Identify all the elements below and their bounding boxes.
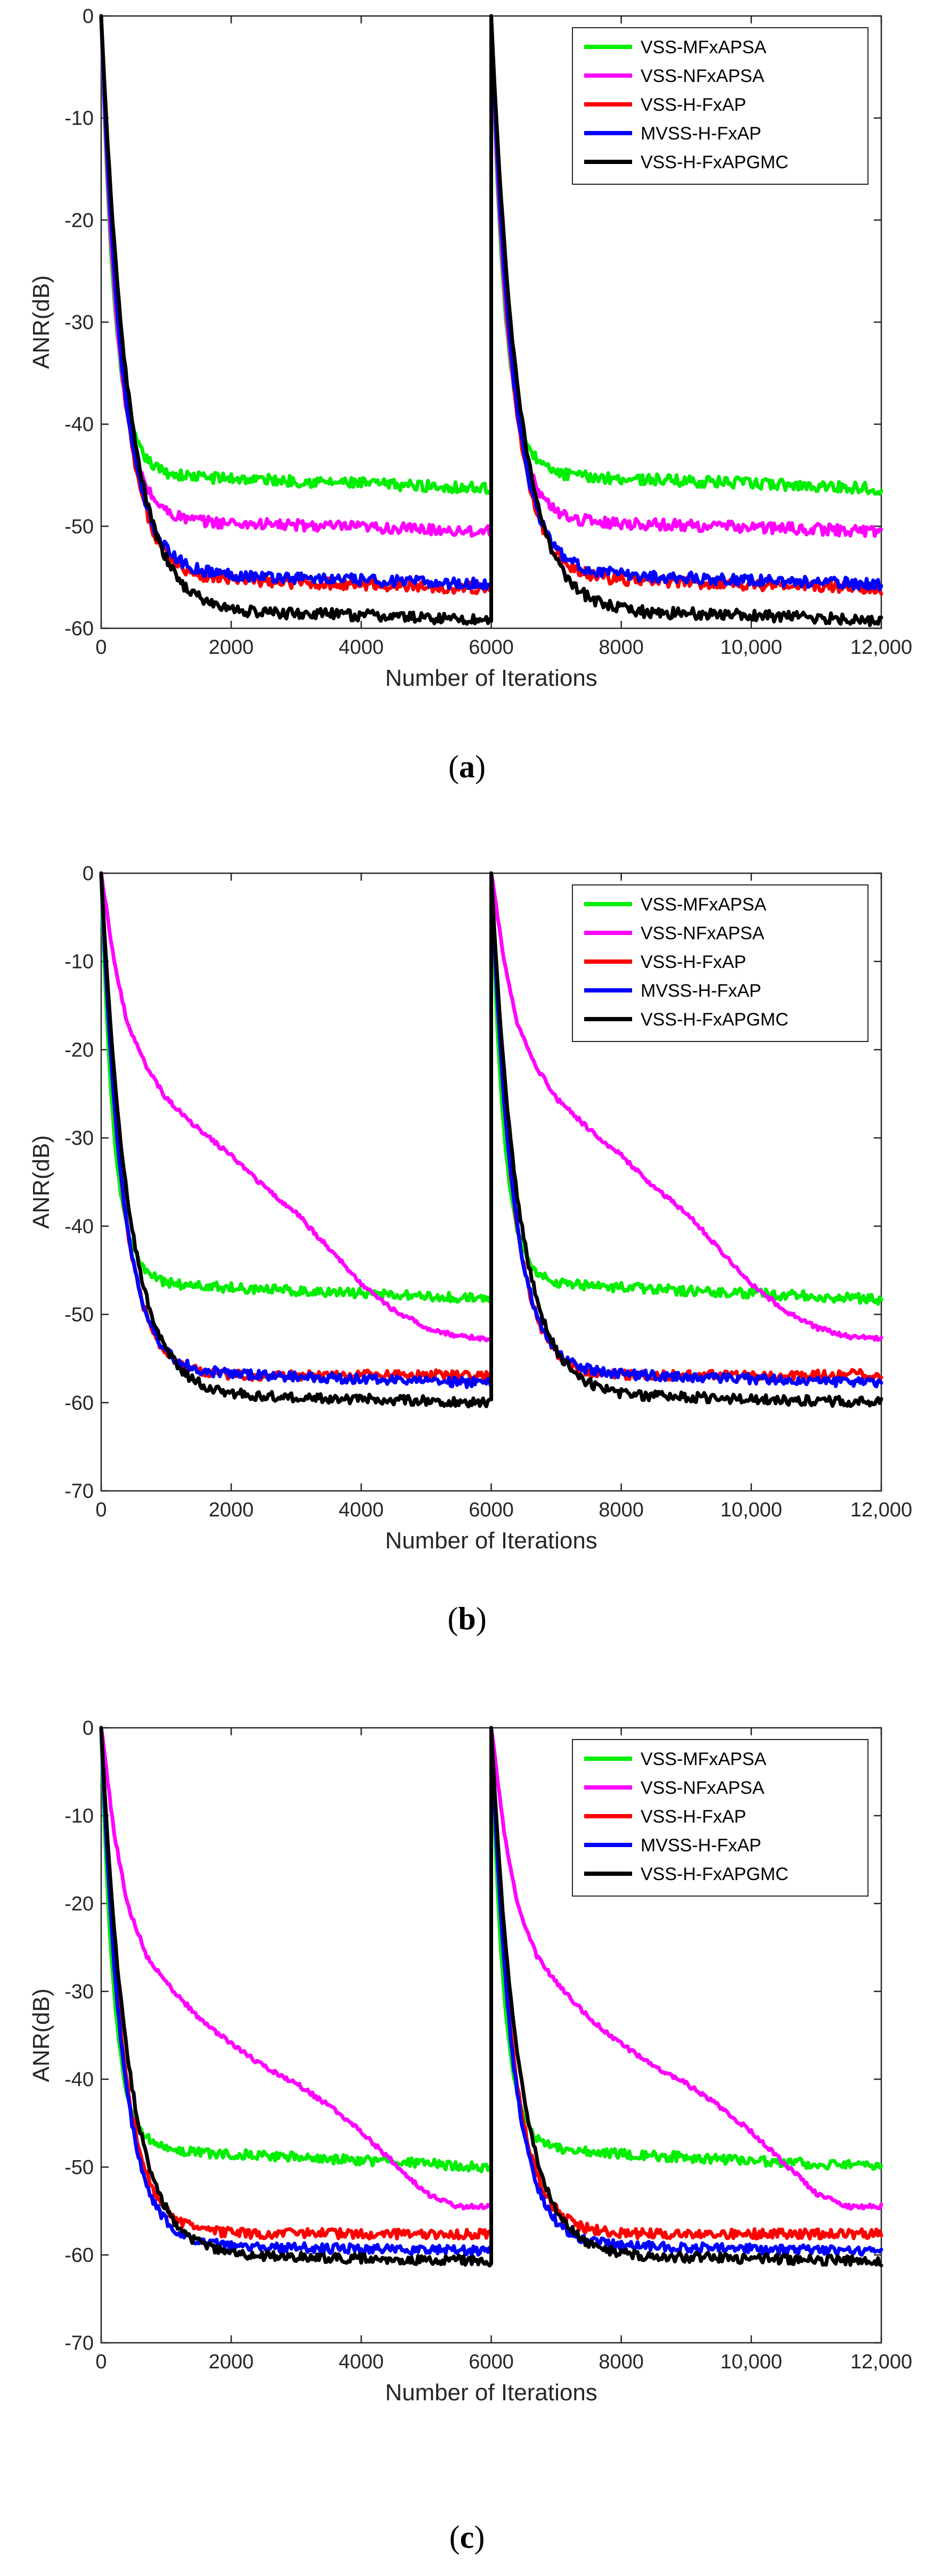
x-tick-label: 4000	[339, 636, 384, 659]
panel-caption-letter: c	[460, 2520, 474, 2555]
panel-caption: (b)	[447, 1601, 486, 1636]
x-tick-label: 12,000	[850, 2351, 912, 2373]
x-tick-label: 2000	[209, 636, 254, 659]
legend-label: MVSS-H-FxAP	[641, 981, 761, 1001]
legend-box	[572, 1739, 869, 1897]
series-line-vss-h-fxapgmc	[99, 1726, 883, 2268]
y-tick-label: -20	[64, 1893, 94, 1915]
legend-label: VSS-H-FxAPGMC	[641, 152, 789, 173]
legend: VSS-MFxAPSA VSS-NFxAPSA VSS-H-FxAP MVSS-H-F…	[572, 27, 869, 185]
y-tick-label: -70	[64, 1480, 94, 1503]
legend-label: VSS-H-FxAPGMC	[641, 1010, 789, 1030]
x-tick-label: 6000	[469, 1499, 514, 1521]
y-tick-label: -60	[64, 1392, 94, 1414]
y-tick-label: -20	[64, 1039, 94, 1061]
y-tick-label: -40	[64, 414, 94, 436]
x-tick-label: 0	[95, 1499, 106, 1521]
x-tick-label: 8000	[599, 636, 644, 659]
legend-label: VSS-MFxAPSA	[641, 37, 766, 58]
y-axis-label: ANR(dB)	[28, 1988, 54, 2082]
chart-panel-b: 0 2000 4000 6000 8000 10,000 12,000 0 -10 -20 -30 -…	[28, 863, 912, 1636]
x-tick-label: 10,000	[720, 636, 782, 659]
legend-label: MVSS-H-FxAP	[641, 1835, 761, 1856]
legend-label: VSS-MFxAPSA	[641, 895, 766, 915]
x-tick-label: 4000	[339, 1499, 384, 1521]
legend-label: VSS-H-FxAP	[641, 952, 746, 972]
y-tick-label: -30	[64, 311, 94, 334]
y-tick-label: -30	[64, 1981, 94, 2003]
panel-caption: (c)	[449, 2520, 485, 2555]
y-tick-label: -60	[64, 618, 94, 640]
chart-panel-c: 0 2000 4000 6000 8000 10,000 12,000 0 -10 -20 -30 -…	[28, 1717, 912, 2555]
x-tick-label: 2000	[209, 1499, 254, 1521]
x-axis-label: Number of Iterations	[385, 665, 597, 691]
x-tick-label: 12,000	[850, 1499, 912, 1521]
y-tick-label: -20	[64, 209, 94, 232]
y-tick-label: -10	[64, 1805, 94, 1827]
y-tick-label: -60	[64, 2244, 94, 2267]
x-tick-label: 0	[95, 636, 106, 659]
x-tick-label: 8000	[599, 1499, 644, 1521]
y-tick-label: -10	[64, 951, 94, 973]
panel-caption-letter: b	[458, 1601, 476, 1636]
x-axis-label: Number of Iterations	[385, 2380, 597, 2406]
y-tick-label: 0	[83, 863, 94, 885]
x-tick-label: 6000	[469, 2351, 514, 2373]
y-axis-label: ANR(dB)	[28, 1135, 54, 1229]
legend: VSS-MFxAPSA VSS-NFxAPSA VSS-H-FxAP MVSS-H-F…	[572, 1739, 869, 1897]
y-tick-label: -50	[64, 2156, 94, 2179]
x-tick-label: 4000	[339, 2351, 384, 2373]
x-tick-label: 6000	[469, 636, 514, 659]
x-tick-label: 0	[95, 2351, 106, 2373]
y-tick-label: -50	[64, 1304, 94, 1326]
series-line-vss-h-fxapgmc	[99, 14, 883, 627]
y-tick-label: -50	[64, 515, 94, 538]
y-tick-label: -40	[64, 1216, 94, 1238]
x-axis-label: Number of Iterations	[385, 1528, 597, 1554]
x-tick-label: 8000	[599, 2351, 644, 2373]
y-tick-label: 0	[83, 5, 94, 28]
legend-label: VSS-NFxAPSA	[641, 1778, 765, 1798]
legend-label: VSS-NFxAPSA	[641, 66, 765, 86]
legend-label: VSS-NFxAPSA	[641, 923, 765, 944]
y-tick-label: -30	[64, 1127, 94, 1150]
panel-caption-letter: a	[459, 749, 475, 784]
legend-label: VSS-MFxAPSA	[641, 1749, 766, 1769]
y-tick-label: -10	[64, 108, 94, 130]
series-line-vss-h-fxapgmc	[99, 871, 883, 1409]
chart-panel-a: 0 2000 4000 6000 8000 10,000 12,000 0 -10 -20 -30 -…	[28, 5, 912, 784]
y-tick-label: 0	[83, 1717, 94, 1740]
x-tick-label: 12,000	[850, 636, 912, 659]
legend-label: MVSS-H-FxAP	[641, 124, 761, 144]
legend-label: VSS-H-FxAP	[641, 95, 746, 115]
panel-caption: (a)	[448, 749, 486, 784]
legend: VSS-MFxAPSA VSS-NFxAPSA VSS-H-FxAP MVSS-H-F…	[572, 884, 869, 1042]
y-tick-label: -40	[64, 2069, 94, 2091]
legend-label: VSS-H-FxAPGMC	[641, 1864, 789, 1884]
x-tick-label: 10,000	[720, 1499, 782, 1521]
legend-label: VSS-H-FxAP	[641, 1807, 746, 1827]
x-tick-label: 2000	[209, 2351, 254, 2373]
x-tick-label: 10,000	[720, 2351, 782, 2373]
y-axis-label: ANR(dB)	[28, 275, 54, 369]
y-tick-label: -70	[64, 2332, 94, 2355]
